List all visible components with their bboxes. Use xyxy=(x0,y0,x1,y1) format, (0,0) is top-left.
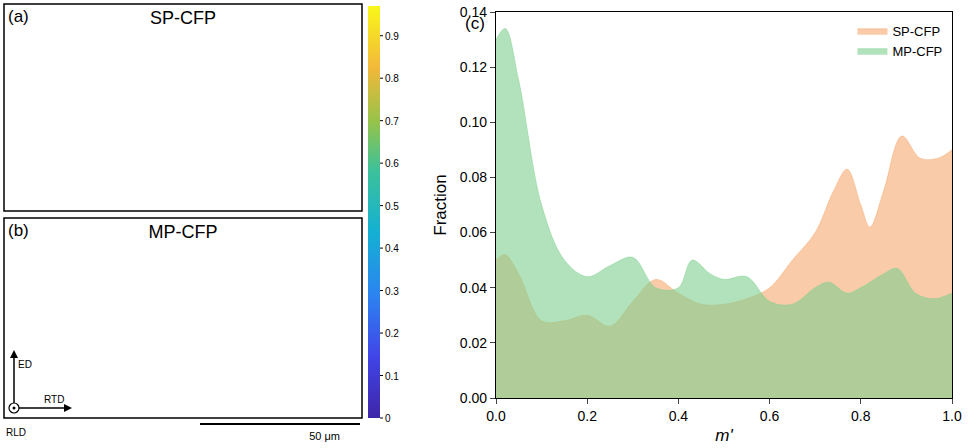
svg-text:0.0: 0.0 xyxy=(486,408,506,424)
svg-text:0.8: 0.8 xyxy=(851,408,871,424)
svg-text:(c): (c) xyxy=(465,14,485,33)
svg-text:0.02: 0.02 xyxy=(460,335,487,351)
svg-text:0.12: 0.12 xyxy=(460,59,487,75)
svg-text:0.9: 0.9 xyxy=(385,31,399,42)
svg-text:0.8: 0.8 xyxy=(385,73,399,84)
svg-text:0.3: 0.3 xyxy=(385,286,399,297)
svg-text:0.6: 0.6 xyxy=(760,408,780,424)
svg-text:0.06: 0.06 xyxy=(460,224,487,240)
svg-text:0.04: 0.04 xyxy=(460,280,487,296)
svg-text:m': m' xyxy=(715,426,733,445)
svg-text:0.10: 0.10 xyxy=(460,114,487,130)
svg-text:RLD: RLD xyxy=(6,427,26,438)
svg-text:(a): (a) xyxy=(8,7,29,26)
svg-text:0.14: 0.14 xyxy=(460,4,487,20)
svg-text:0.5: 0.5 xyxy=(385,201,399,212)
svg-text:0.00: 0.00 xyxy=(460,390,487,406)
svg-text:MP-CFP: MP-CFP xyxy=(149,222,218,242)
svg-text:(b): (b) xyxy=(8,221,29,240)
svg-text:0.2: 0.2 xyxy=(385,328,399,339)
svg-text:0.1: 0.1 xyxy=(385,371,399,382)
svg-text:50 μm: 50 μm xyxy=(309,430,340,442)
svg-text:0.6: 0.6 xyxy=(385,158,399,169)
svg-text:0.08: 0.08 xyxy=(460,169,487,185)
svg-text:MP-CFP: MP-CFP xyxy=(892,44,942,59)
svg-text:Fraction: Fraction xyxy=(431,174,450,235)
svg-text:0.4: 0.4 xyxy=(385,243,399,254)
svg-text:SP-CFP: SP-CFP xyxy=(150,8,216,28)
svg-text:RTD: RTD xyxy=(44,394,64,405)
svg-text:0.7: 0.7 xyxy=(385,116,399,127)
svg-text:SP-CFP: SP-CFP xyxy=(892,24,940,39)
svg-text:1.0: 1.0 xyxy=(942,408,962,424)
svg-text:0.4: 0.4 xyxy=(669,408,689,424)
svg-text:ED: ED xyxy=(18,359,32,370)
svg-text:0.2: 0.2 xyxy=(577,408,597,424)
svg-text:0: 0 xyxy=(385,413,391,424)
